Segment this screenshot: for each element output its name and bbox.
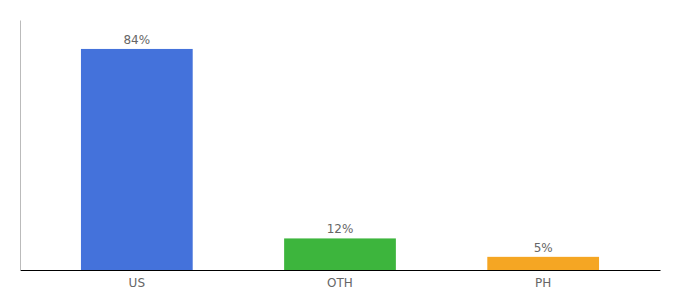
data-label: 5% — [534, 241, 553, 255]
bars — [81, 49, 599, 270]
tick: US — [129, 276, 145, 290]
data-label: 12% — [327, 222, 354, 236]
tick: PH — [535, 276, 551, 290]
tick-label: OTH — [327, 276, 353, 290]
x-axis: US OTH PH — [21, 271, 661, 290]
bar — [487, 257, 599, 270]
data-labels: 84% 12% 5% — [123, 33, 552, 255]
tick-label: PH — [535, 276, 551, 290]
bar — [81, 49, 193, 270]
plot: 84% 12% 5% US OTH PH — [21, 21, 661, 290]
axis-line — [21, 270, 661, 271]
data-label: 84% — [123, 33, 150, 47]
axis-line — [20, 21, 21, 271]
chart: 84% 12% 5% US OTH PH — [0, 0, 680, 300]
y-axis — [20, 21, 21, 271]
bar — [284, 238, 396, 270]
tick-label: US — [129, 276, 145, 290]
tick: OTH — [327, 276, 353, 290]
